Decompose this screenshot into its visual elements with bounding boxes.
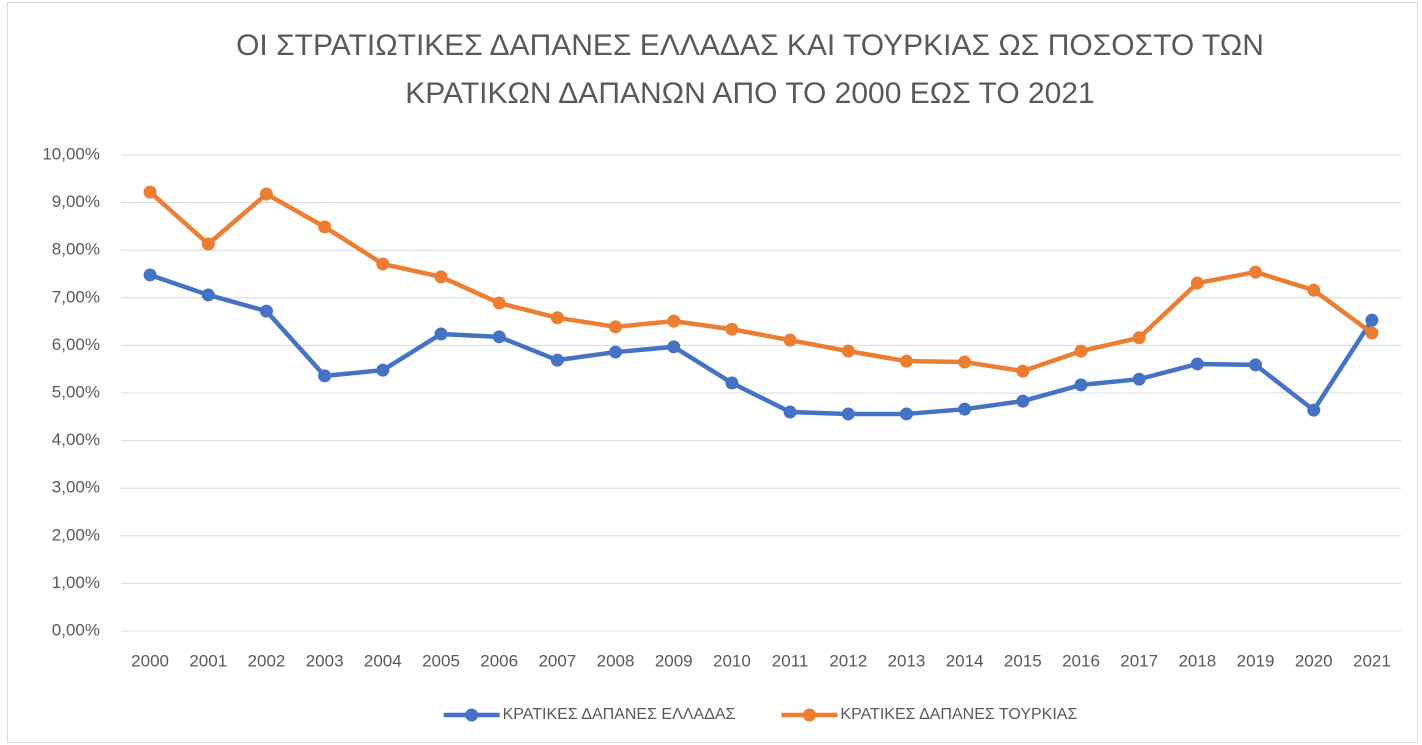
x-tick-label: 2019	[1237, 651, 1275, 670]
x-tick-label: 2003	[306, 651, 344, 670]
data-point	[201, 288, 215, 302]
data-point	[376, 363, 390, 377]
data-point	[1016, 394, 1030, 408]
data-point	[434, 270, 448, 284]
x-tick-label: 2012	[829, 651, 867, 670]
x-tick-label: 2008	[597, 651, 635, 670]
data-point	[1074, 378, 1088, 392]
data-point	[1132, 372, 1146, 386]
legend-label: ΚΡΑΤΙΚΕΣ ΔΑΠΑΝΕΣ ΕΛΛΑΔΑΣ	[503, 706, 736, 723]
data-point	[1365, 313, 1379, 327]
x-tick-label: 2010	[713, 651, 751, 670]
data-point	[550, 311, 564, 325]
data-point	[318, 220, 332, 234]
y-tick-label: 7,00%	[52, 287, 100, 306]
data-point	[841, 344, 855, 358]
data-point	[201, 237, 215, 251]
y-tick-label: 1,00%	[52, 573, 100, 592]
data-point	[1365, 326, 1379, 340]
data-point	[1190, 276, 1204, 290]
data-point	[550, 353, 564, 367]
legend-label: ΚΡΑΤΙΚΕΣ ΔΑΠΑΝΕΣ ΤΟΥΡΚΙΑΣ	[840, 706, 1077, 723]
data-point	[1249, 265, 1263, 279]
data-point	[958, 355, 972, 369]
x-tick-label: 2007	[538, 651, 576, 670]
chart-title: ΟΙ ΣΤΡΑΤΙΩΤΙΚΕΣ ΔΑΠΑΝΕΣ ΕΛΛΑΔΑΣ ΚΑΙ ΤΟΥΡ…	[236, 29, 1264, 62]
data-point	[958, 402, 972, 416]
x-tick-label: 2002	[248, 651, 286, 670]
x-tick-label: 2016	[1062, 651, 1100, 670]
data-point	[318, 369, 332, 383]
series-line	[149, 272, 1374, 417]
y-tick-label: 5,00%	[52, 382, 100, 401]
y-tick-label: 4,00%	[52, 430, 100, 449]
legend-marker	[802, 708, 816, 722]
data-point	[899, 407, 913, 421]
data-point	[1190, 357, 1204, 371]
x-tick-label: 2006	[480, 651, 518, 670]
data-point	[667, 314, 681, 328]
y-tick-label: 6,00%	[52, 335, 100, 354]
data-point	[1074, 344, 1088, 358]
x-tick-label: 2021	[1353, 651, 1391, 670]
y-tick-label: 3,00%	[52, 478, 100, 497]
legend-marker	[465, 708, 479, 722]
data-point	[1016, 364, 1030, 378]
data-point	[143, 268, 157, 282]
data-point	[783, 333, 797, 347]
data-point	[1307, 283, 1321, 297]
y-tick-label: 10,00%	[42, 144, 100, 163]
data-point	[841, 407, 855, 421]
data-point	[609, 320, 623, 334]
data-point	[609, 345, 623, 359]
data-point	[259, 187, 273, 201]
data-point	[725, 376, 739, 390]
x-tick-label: 2011	[772, 651, 809, 670]
y-tick-label: 0,00%	[52, 620, 100, 639]
x-tick-label: 2001	[189, 651, 227, 670]
x-tick-label: 2015	[1004, 651, 1042, 670]
chart-title: ΚΡΑΤΙΚΩΝ ΔΑΠΑΝΩΝ ΑΠΟ ΤΟ 2000 ΕΩΣ ΤΟ 2021	[405, 77, 1094, 110]
y-tick-label: 8,00%	[52, 240, 100, 259]
x-tick-label: 2017	[1120, 651, 1158, 670]
x-tick-label: 2005	[422, 651, 460, 670]
data-point	[376, 257, 390, 271]
data-point	[259, 304, 273, 318]
x-tick-label: 2004	[364, 651, 402, 670]
data-point	[725, 322, 739, 336]
data-point	[434, 327, 448, 341]
series-line	[148, 190, 1374, 374]
data-point	[1132, 331, 1146, 345]
x-tick-label: 2009	[655, 651, 693, 670]
x-tick-label: 2014	[946, 651, 984, 670]
x-tick-label: 2000	[131, 651, 169, 670]
y-tick-label: 2,00%	[52, 525, 100, 544]
x-tick-label: 2013	[888, 651, 926, 670]
data-point	[143, 185, 157, 199]
data-point	[492, 330, 506, 344]
data-point	[1307, 403, 1321, 417]
x-tick-label: 2020	[1295, 651, 1333, 670]
data-point	[783, 405, 797, 419]
data-point	[667, 340, 681, 354]
y-tick-label: 9,00%	[52, 192, 100, 211]
data-point	[492, 296, 506, 310]
data-point	[1249, 358, 1263, 372]
x-tick-label: 2018	[1178, 651, 1216, 670]
data-point	[899, 354, 913, 368]
